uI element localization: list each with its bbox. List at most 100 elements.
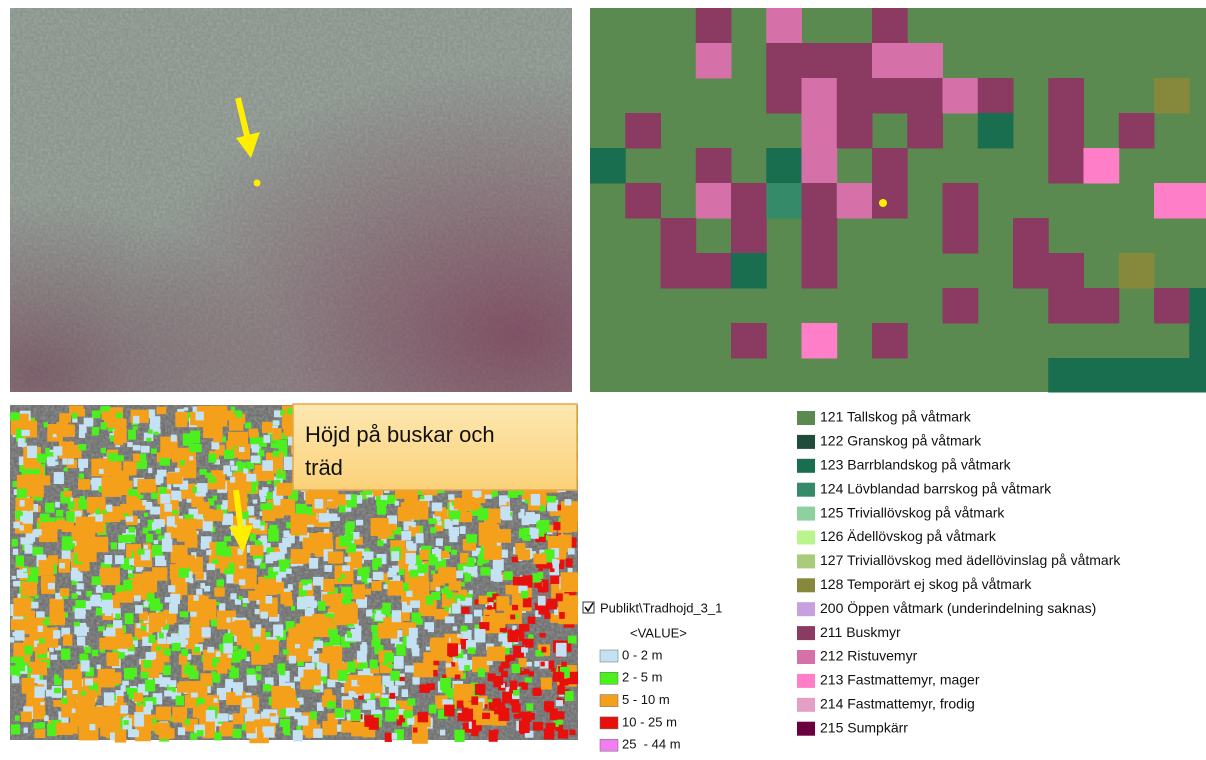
legend-label: 125 Triviallövskog på våtmark bbox=[820, 504, 1005, 520]
height-cell bbox=[15, 555, 25, 567]
height-cell bbox=[43, 620, 49, 625]
height-cell bbox=[538, 519, 550, 533]
height-cell bbox=[53, 446, 63, 456]
height-cell bbox=[153, 431, 159, 436]
height-cell bbox=[177, 727, 186, 736]
height-cell bbox=[549, 712, 558, 721]
height-cell bbox=[483, 545, 502, 560]
raster-cell bbox=[907, 78, 943, 114]
height-cell bbox=[558, 724, 564, 731]
height-cell bbox=[515, 543, 526, 555]
height-cell bbox=[518, 512, 525, 519]
height-cell bbox=[78, 479, 91, 490]
height-cell bbox=[61, 520, 74, 533]
raster-cell bbox=[1048, 288, 1084, 324]
height-cell bbox=[295, 503, 307, 518]
height-cell bbox=[91, 521, 105, 534]
height-cell bbox=[392, 527, 402, 535]
height-cell bbox=[232, 617, 237, 622]
height-cell bbox=[194, 530, 199, 535]
height-cell bbox=[341, 586, 352, 597]
height-cell bbox=[269, 524, 278, 533]
height-cell bbox=[560, 572, 578, 592]
height-cell bbox=[362, 486, 373, 495]
height-cell bbox=[98, 468, 104, 474]
height-cell bbox=[561, 661, 567, 668]
height-cell bbox=[514, 646, 519, 651]
height-cell bbox=[53, 700, 62, 707]
height-cell bbox=[527, 616, 536, 624]
height-cell bbox=[411, 555, 423, 566]
height-cell bbox=[457, 712, 464, 722]
height-cell bbox=[523, 668, 530, 675]
height-cell bbox=[318, 676, 327, 684]
height-cell bbox=[410, 600, 420, 608]
height-cell bbox=[100, 506, 121, 522]
height-cell bbox=[309, 558, 319, 569]
height-cell bbox=[372, 571, 384, 580]
height-cell bbox=[156, 452, 170, 463]
height-cell bbox=[509, 680, 518, 690]
height-cell bbox=[206, 563, 216, 571]
height-cell bbox=[83, 627, 89, 633]
height-cell bbox=[69, 537, 77, 546]
height-cell bbox=[380, 507, 387, 514]
height-cell bbox=[400, 582, 409, 592]
height-cell bbox=[148, 635, 156, 643]
height-cell bbox=[357, 663, 364, 670]
height-cell bbox=[71, 567, 78, 575]
height-cell bbox=[63, 680, 73, 688]
height-cell bbox=[533, 553, 547, 565]
height-cell bbox=[396, 644, 406, 656]
height-cell bbox=[58, 441, 75, 459]
height-cell bbox=[24, 544, 33, 554]
height-cell bbox=[85, 667, 94, 677]
height-cell bbox=[288, 655, 297, 664]
raster-cell bbox=[766, 78, 802, 114]
checkbox[interactable] bbox=[582, 601, 595, 614]
height-cell bbox=[488, 730, 498, 742]
height-cell bbox=[213, 433, 223, 443]
landcover-legend: 121 Tallskog på våtmark 122 Granskog på v… bbox=[797, 409, 1121, 736]
height-cell bbox=[257, 450, 265, 457]
legend-swatch bbox=[797, 554, 815, 569]
height-cell bbox=[424, 594, 434, 605]
height-cell bbox=[547, 525, 557, 533]
legend-swatch bbox=[797, 411, 815, 425]
height-cell bbox=[204, 585, 211, 592]
height-cell bbox=[193, 646, 200, 653]
height-cell bbox=[143, 601, 149, 607]
label-line: Höjd på buskar och bbox=[305, 422, 495, 447]
height-cell bbox=[388, 698, 396, 708]
height-cell bbox=[210, 714, 222, 727]
height-cell bbox=[117, 455, 124, 462]
height-cell bbox=[53, 630, 61, 639]
height-cell bbox=[535, 610, 541, 617]
height-cell bbox=[29, 503, 39, 512]
height-cell bbox=[459, 526, 466, 534]
height-cell bbox=[524, 677, 532, 683]
height-cell bbox=[99, 567, 120, 586]
height-cell bbox=[149, 416, 161, 428]
height-cell bbox=[249, 533, 256, 542]
height-cell bbox=[453, 500, 462, 510]
height-cell bbox=[221, 479, 234, 492]
height-cell bbox=[472, 488, 482, 497]
height-cell bbox=[91, 477, 102, 491]
height-cell bbox=[143, 705, 152, 716]
height-cell bbox=[196, 730, 204, 737]
height-cell bbox=[376, 496, 387, 506]
height-cell bbox=[53, 472, 64, 485]
height-cell bbox=[46, 457, 53, 465]
raster-cell bbox=[836, 113, 873, 149]
height-cell bbox=[224, 633, 234, 643]
raster-cell bbox=[836, 78, 873, 114]
height-cell bbox=[128, 729, 139, 738]
height-cell bbox=[267, 480, 272, 485]
legend-swatch bbox=[797, 506, 815, 521]
height-cell bbox=[403, 710, 413, 719]
height-cell bbox=[100, 447, 107, 454]
height-cell bbox=[457, 598, 463, 605]
height-cell bbox=[465, 659, 476, 670]
height-cell bbox=[11, 674, 20, 684]
